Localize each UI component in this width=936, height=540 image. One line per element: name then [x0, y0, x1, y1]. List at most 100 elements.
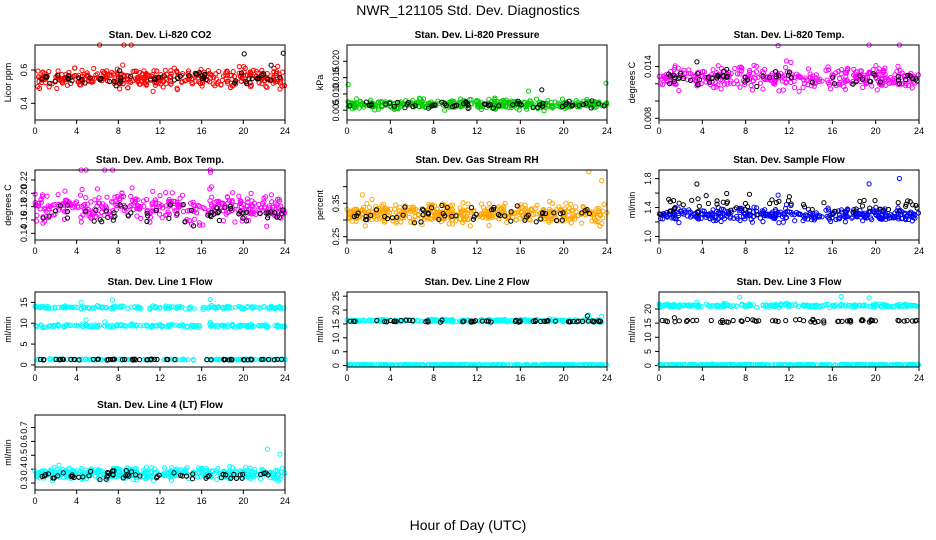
- x-tick-label: 4: [74, 496, 79, 506]
- data-point: [788, 59, 794, 66]
- x-tick-label: 0: [32, 373, 37, 383]
- x-tick-label: 24: [602, 246, 612, 256]
- panel-title: Stan. Dev. Line 2 Flow: [425, 277, 530, 288]
- panel-title: Stan. Dev. Amb. Box Temp.: [96, 155, 224, 166]
- y-tick-label: 0.6: [19, 64, 29, 77]
- data-point: [174, 87, 180, 93]
- data-point: [236, 64, 242, 70]
- data-point: [694, 59, 700, 65]
- x-tick-label: 4: [700, 126, 705, 136]
- data-point: [751, 204, 757, 210]
- x-tick-label: 0: [32, 126, 37, 136]
- data-point: [130, 78, 136, 84]
- y-tick-label: 20: [331, 305, 341, 315]
- panel-title: Stan. Dev. Line 3 Flow: [737, 277, 842, 288]
- data-point: [354, 96, 360, 102]
- data-point: [754, 83, 760, 90]
- data-point: [259, 81, 265, 87]
- data-point: [533, 96, 540, 102]
- data-point: [780, 87, 786, 93]
- x-tick-label: 4: [388, 126, 393, 136]
- data-point: [837, 75, 843, 82]
- panel-title: Stan. Dev. Gas Stream RH: [415, 155, 538, 166]
- panel-3: Stan. Dev. Li-820 Temp.degrees C0 4 8 12 16 2…: [627, 30, 924, 136]
- x-tick-label: 24: [280, 126, 290, 136]
- data-point: [359, 192, 365, 198]
- data-point: [35, 68, 41, 74]
- data-point: [901, 318, 907, 324]
- x-tick-label: 20: [871, 246, 881, 256]
- data-point: [775, 43, 781, 49]
- data-point: [83, 317, 89, 323]
- data-point: [212, 83, 218, 89]
- y-axis-label: percent: [315, 189, 325, 220]
- data-point: [895, 63, 901, 69]
- data-point: [909, 318, 916, 324]
- data-point: [775, 192, 781, 198]
- data-point: [185, 357, 191, 363]
- data-point: [104, 194, 110, 200]
- y-axis-label: Licor ppm: [3, 63, 13, 103]
- x-tick-label: 12: [155, 246, 165, 256]
- data-point: [225, 78, 231, 84]
- data-point: [676, 318, 682, 324]
- data-point: [362, 223, 368, 229]
- y-tick-label: 10: [331, 333, 341, 343]
- y-axis-label: ml/min: [627, 192, 637, 219]
- data-point: [486, 200, 492, 207]
- x-tick-label: 20: [871, 126, 881, 136]
- x-tick-label: 12: [784, 373, 794, 383]
- data-point: [760, 219, 766, 225]
- data-point: [263, 83, 269, 90]
- x-tick-label: 4: [388, 373, 393, 383]
- data-point: [821, 200, 827, 206]
- data-point: [873, 63, 879, 69]
- data-point: [135, 74, 141, 81]
- data-point: [703, 193, 709, 199]
- y-axis-label: kPa: [315, 75, 325, 91]
- data-point: [77, 192, 84, 198]
- data-point: [828, 86, 834, 92]
- data-point: [479, 201, 485, 207]
- data-point: [66, 69, 72, 76]
- data-point: [112, 76, 118, 82]
- data-point: [46, 69, 52, 75]
- panel-title: Stan. Dev. Li-820 Temp.: [734, 30, 845, 41]
- data-point: [746, 191, 753, 197]
- data-point: [258, 476, 264, 482]
- data-point: [366, 204, 372, 210]
- x-tick-label: 8: [743, 246, 748, 256]
- data-point: [748, 82, 754, 89]
- data-point: [896, 175, 903, 182]
- data-point: [563, 200, 569, 206]
- x-tick-label: 8: [743, 126, 748, 136]
- data-point: [44, 193, 50, 199]
- data-point: [214, 476, 220, 483]
- data-point: [792, 218, 798, 224]
- data-point: [134, 213, 140, 219]
- data-point: [486, 222, 492, 229]
- data-point: [94, 71, 101, 77]
- data-point: [268, 62, 274, 68]
- data-point: [705, 200, 712, 207]
- data-point: [460, 200, 466, 206]
- x-tick-label: 12: [472, 246, 482, 256]
- y-tick-label: 10: [19, 318, 29, 328]
- data-point: [838, 294, 844, 300]
- data-point: [55, 192, 61, 198]
- data-point: [41, 71, 48, 77]
- data-point: [737, 294, 743, 300]
- data-point: [769, 197, 775, 203]
- y-axis-label: ml/min: [315, 316, 325, 343]
- data-point: [744, 316, 751, 323]
- data-point: [374, 216, 380, 222]
- data-point: [171, 65, 177, 71]
- x-tick-label: 4: [700, 373, 705, 383]
- data-point: [849, 215, 855, 221]
- data-point: [599, 313, 605, 319]
- y-tick-label: 5: [19, 342, 29, 347]
- data-point: [79, 186, 85, 193]
- data-point: [72, 65, 78, 71]
